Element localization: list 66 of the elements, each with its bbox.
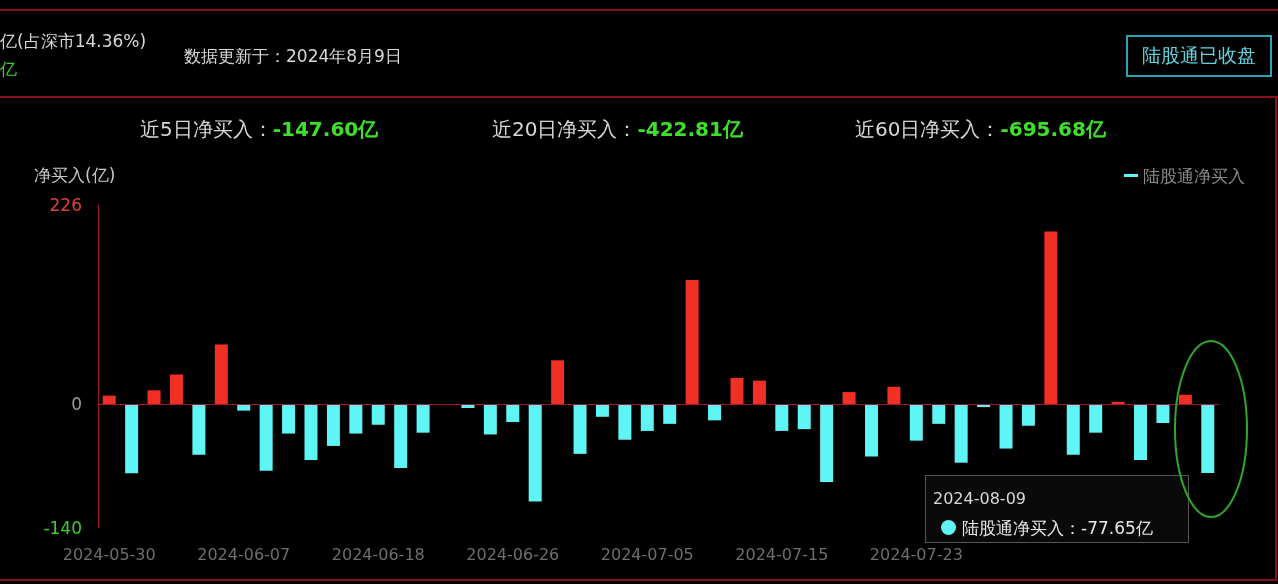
bar	[147, 390, 161, 405]
x-tick-label: 2024-07-15	[735, 544, 829, 564]
bar	[304, 404, 318, 461]
text: 数据更新于：2024年8月9日	[184, 45, 402, 68]
annotation: 2024-08-09	[933, 489, 1026, 508]
bar	[708, 404, 722, 421]
bar	[999, 404, 1013, 449]
legend-label: 陆股通净买入	[1143, 165, 1245, 186]
bar	[1066, 404, 1080, 455]
bar	[214, 344, 228, 405]
bar	[775, 404, 789, 431]
text: 亿	[0, 58, 17, 81]
bar	[595, 404, 609, 417]
x-tick-label: 2024-06-18	[331, 544, 425, 564]
bar	[797, 404, 811, 430]
text: 陆股通已收盘	[1126, 35, 1272, 77]
text: 近20日净买入：-422.81亿	[492, 117, 743, 141]
bar	[864, 404, 878, 457]
bar	[663, 404, 677, 424]
bar	[1178, 394, 1192, 405]
bar	[259, 404, 273, 471]
x-tick-label: 2024-07-05	[600, 544, 694, 564]
bar	[730, 377, 744, 405]
bar	[954, 404, 968, 463]
x-tick-label: 2024-07-23	[869, 544, 963, 564]
bar	[909, 404, 923, 441]
x-tick-label: 2024-06-26	[466, 544, 560, 564]
bar	[685, 280, 699, 405]
bar	[618, 404, 632, 440]
bar	[820, 404, 834, 483]
y-tick-label: 226	[49, 195, 82, 215]
bar	[394, 404, 408, 468]
bar	[506, 404, 520, 423]
bar	[551, 360, 565, 405]
x-tick-label: 2024-05-30	[62, 544, 156, 564]
text: 近5日净买入：-147.60亿	[140, 117, 379, 141]
bar	[125, 404, 139, 474]
bar	[371, 404, 385, 425]
y-tick-label: -140	[43, 518, 82, 538]
text: 近60日净买入：-695.68亿	[855, 117, 1106, 141]
bar	[102, 395, 116, 405]
bar	[1044, 231, 1058, 405]
bar	[349, 404, 363, 434]
bar	[573, 404, 587, 454]
bar	[842, 392, 856, 405]
y-tick-label: 0	[71, 394, 82, 415]
bar	[326, 404, 340, 446]
bar	[932, 404, 946, 424]
bar	[192, 404, 206, 455]
bar	[887, 386, 901, 405]
bar	[483, 404, 497, 435]
text: 亿(占深市14.36%)	[0, 30, 147, 53]
bar	[1089, 404, 1103, 433]
bar	[1156, 404, 1170, 423]
bar	[752, 380, 766, 405]
x-tick-label: 2024-06-07	[197, 544, 291, 564]
bar	[640, 404, 654, 431]
bar	[282, 404, 296, 434]
y-axis-title: 净买入(亿)	[34, 164, 116, 185]
bar	[169, 374, 183, 405]
bar	[416, 404, 430, 433]
bar	[1134, 404, 1148, 461]
bar	[1021, 404, 1035, 426]
annotation: 陆股通净买入：-77.65亿	[962, 517, 1153, 540]
bar	[1201, 404, 1215, 473]
bar	[528, 404, 542, 502]
